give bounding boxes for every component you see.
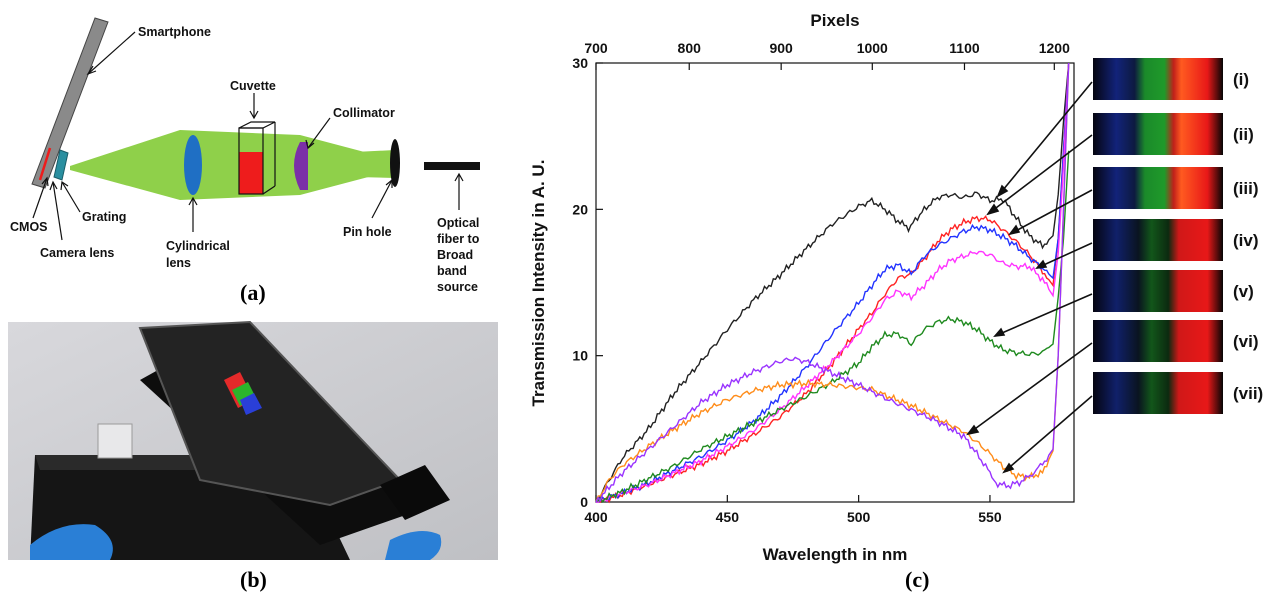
label-collimator: Collimator xyxy=(333,106,395,120)
series-line-6 xyxy=(595,62,1070,502)
optical-fiber-shape xyxy=(424,162,480,170)
caption-b: (b) xyxy=(240,567,267,592)
side-clip xyxy=(380,465,450,520)
strip-label-vii: (vii) xyxy=(1233,384,1263,403)
schematic-arrows xyxy=(32,31,464,241)
pointer-arrows xyxy=(966,81,1093,474)
cuvette-shape xyxy=(238,121,276,195)
caption-a: (a) xyxy=(240,280,266,305)
cmos-sensor xyxy=(38,147,52,181)
strip-label-iii: (iii) xyxy=(1233,179,1259,198)
collimator-shape xyxy=(294,142,308,190)
glove-right xyxy=(385,531,442,560)
spectrum-strip-labels: (i) (ii) (iii) (iv) (v) (vi) (vii) xyxy=(1233,70,1263,403)
y-axis-title: Transmission Intensity in A. U. xyxy=(529,160,548,407)
spectrum-strip-ii xyxy=(1093,113,1223,155)
photo-cuvette xyxy=(97,423,133,459)
label-fiber-line5: source xyxy=(437,280,478,294)
axis-ticks: 400 450 500 550 700 800 900 1000 1100 1200 0 10 20 30 xyxy=(572,40,1070,525)
pin-hole-shape xyxy=(390,139,400,187)
screen-spectrum xyxy=(224,372,262,415)
glove-left xyxy=(30,524,113,560)
x2-axis-title: Pixels xyxy=(810,11,859,30)
y-tick-label: 20 xyxy=(572,201,588,217)
panel-a-schematic: Smartphone Cuvette Collimator CMOS Grati… xyxy=(10,17,480,305)
strip-label-v: (v) xyxy=(1233,282,1254,301)
y-tick-label: 10 xyxy=(572,348,588,364)
series-line-7 xyxy=(595,62,1070,503)
series-line-2 xyxy=(595,62,1070,504)
label-fiber-line3: Broad xyxy=(437,248,473,262)
grating-shape xyxy=(53,149,69,181)
x-tick-label: 550 xyxy=(978,509,1002,525)
series-group xyxy=(595,62,1070,504)
series-line-5 xyxy=(595,150,1070,503)
spectrum-strip-i xyxy=(1093,58,1223,100)
label-fiber-line2: fiber to xyxy=(437,232,480,246)
label-smartphone: Smartphone xyxy=(138,25,211,39)
spectrum-strip-vi xyxy=(1093,320,1223,362)
smartphone-photo xyxy=(138,320,402,507)
label-cmos: CMOS xyxy=(10,220,48,234)
panel-c-chart: 400 450 500 550 700 800 900 1000 1100 1200 0 10 20 30… xyxy=(529,11,1263,592)
spectrum-strip-vii xyxy=(1093,372,1223,414)
x2-tick-label: 1000 xyxy=(857,40,888,56)
label-fiber-line1: Optical xyxy=(437,216,479,230)
spectrum-strip-iv xyxy=(1093,219,1223,261)
label-pin-hole: Pin hole xyxy=(343,225,392,239)
series-line-4 xyxy=(596,62,1070,503)
label-grating: Grating xyxy=(82,210,126,224)
plot-frame xyxy=(595,62,1075,503)
spectrum-strips xyxy=(1093,58,1223,414)
x2-tick-label: 700 xyxy=(584,40,608,56)
label-cylindrical-lens-line2: lens xyxy=(166,256,191,270)
strip-label-ii: (ii) xyxy=(1233,125,1254,144)
label-cuvette: Cuvette xyxy=(230,79,276,93)
cylindrical-lens-shape xyxy=(184,135,202,195)
strip-label-iv: (iv) xyxy=(1233,231,1259,250)
x2-tick-label: 1100 xyxy=(949,40,980,56)
x2-tick-label: 900 xyxy=(769,40,793,56)
spectrum-strip-iii xyxy=(1093,167,1223,209)
y-tick-label: 30 xyxy=(572,55,588,71)
x2-tick-label: 800 xyxy=(678,40,702,56)
spectrum-strip-v xyxy=(1093,270,1223,312)
x-tick-label: 400 xyxy=(584,509,608,525)
x-tick-label: 500 xyxy=(847,509,871,525)
label-cylindrical-lens-line1: Cylindrical xyxy=(166,239,230,253)
strip-label-i: (i) xyxy=(1233,70,1249,89)
series-line-3 xyxy=(596,62,1070,503)
strip-label-vi: (vi) xyxy=(1233,332,1259,351)
series-line-1 xyxy=(595,62,1070,502)
caption-c: (c) xyxy=(905,567,929,592)
label-camera-lens: Camera lens xyxy=(40,246,114,260)
label-fiber-line4: band xyxy=(437,264,467,278)
x-axis-title: Wavelength in nm xyxy=(763,545,908,564)
x-tick-label: 450 xyxy=(716,509,740,525)
smartphone-shape xyxy=(31,17,109,189)
y-tick-label: 0 xyxy=(580,494,588,510)
x2-tick-label: 1200 xyxy=(1039,40,1070,56)
light-beam-cone xyxy=(70,130,395,200)
panel-b-photo: (b) xyxy=(8,320,498,592)
